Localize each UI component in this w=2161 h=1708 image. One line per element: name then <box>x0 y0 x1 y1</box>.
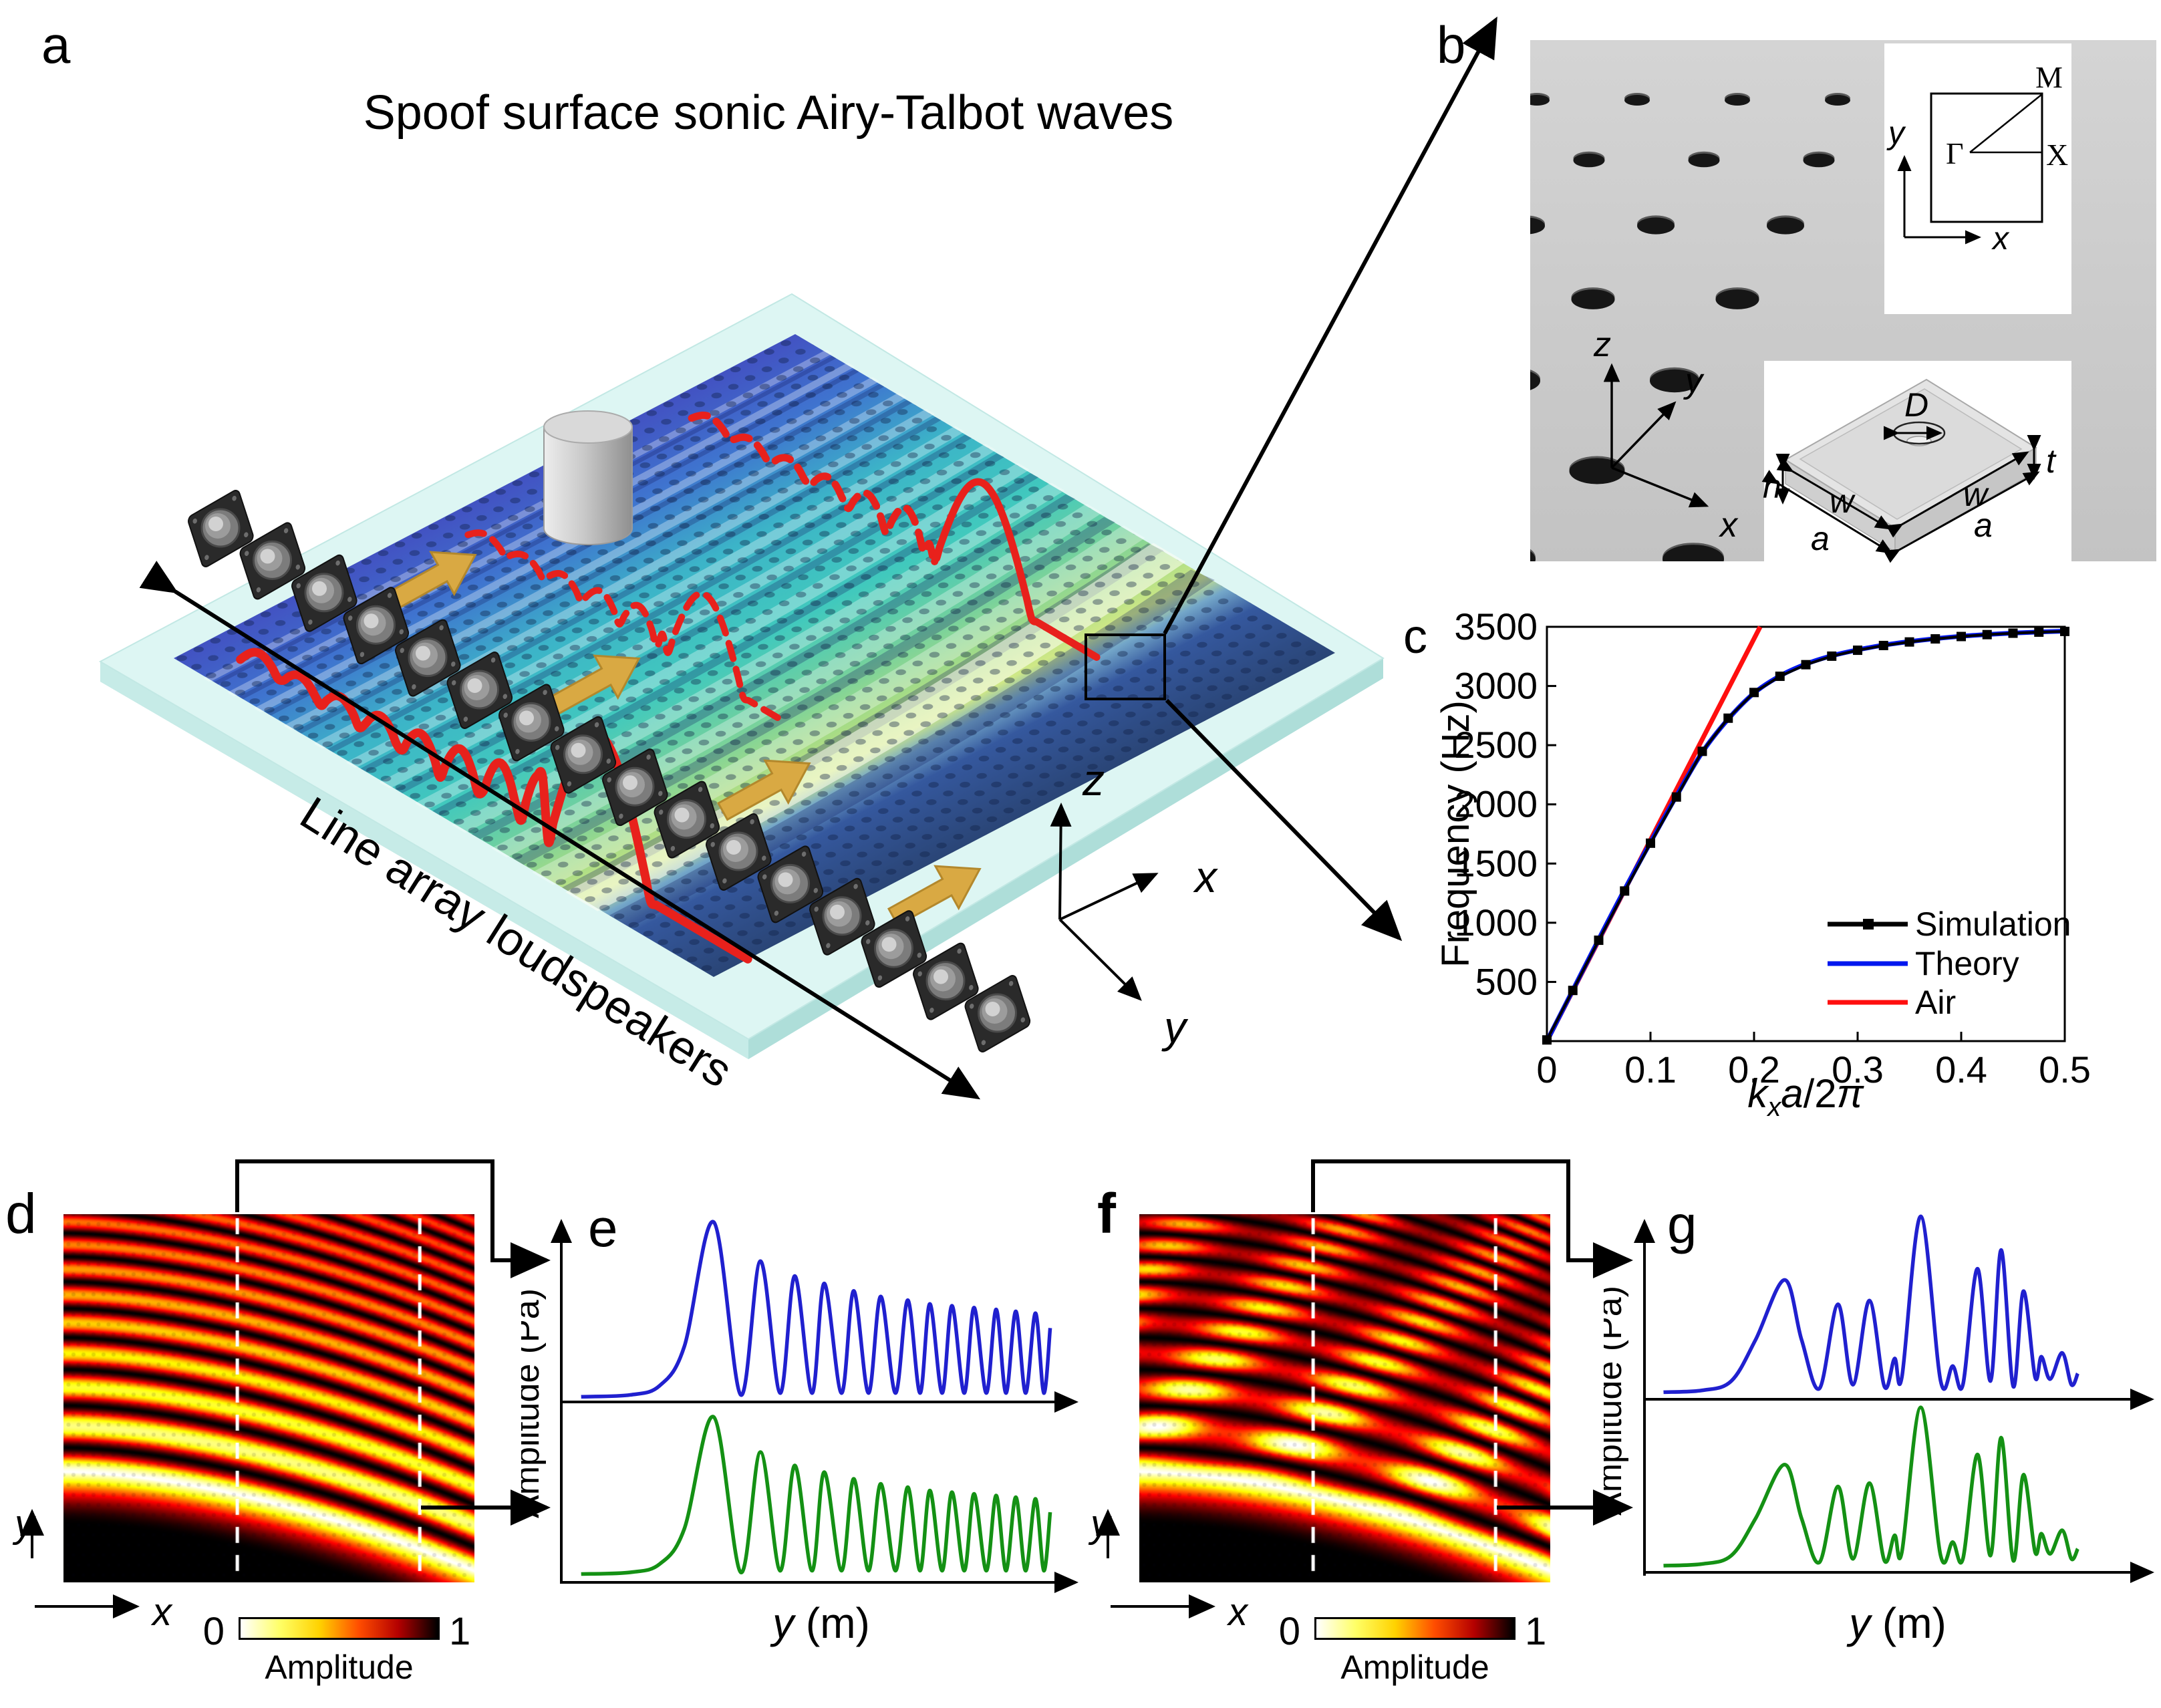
panel-label-e: e <box>588 1198 618 1258</box>
panel-e-profiles: e Amplitude (Pa) <box>521 1198 1078 1593</box>
plate-axes <box>1603 363 1709 508</box>
bz-axis-x: x <box>1991 221 2010 257</box>
c-ytick: 1500 <box>1454 842 1538 884</box>
panel-label-f: f <box>1097 1182 1116 1245</box>
c-xtick: 0.1 <box>1624 1048 1677 1091</box>
colorbar-d <box>239 1617 440 1640</box>
panel-label-d: d <box>5 1182 37 1245</box>
figure-title: Spoof surface sonic Airy-Talbot waves <box>363 86 1174 140</box>
cell-dim-a-right: a <box>1974 507 1993 544</box>
zoom-region-box <box>1085 633 1166 700</box>
colorbar-d-max: 1 <box>449 1610 471 1653</box>
plate-axis-y: y <box>1683 362 1705 400</box>
legend-entry: Theory <box>1915 945 2019 982</box>
c-xtick: 0 <box>1536 1048 1557 1091</box>
colorbar-f-max: 1 <box>1525 1610 1547 1653</box>
colorbar-f <box>1314 1617 1516 1640</box>
scene-axis-y: y <box>1161 1002 1189 1052</box>
panel-label-a: a <box>41 15 71 74</box>
loudspeaker <box>188 489 254 567</box>
g-xlabel: y (m) <box>1849 1599 1947 1647</box>
brillouin-zone-inset: Γ X M y x <box>1884 43 2071 314</box>
panel-label-b: b <box>1437 15 1466 74</box>
bz-m-label: M <box>2035 60 2063 94</box>
scene-axes <box>1050 803 1159 1001</box>
panel-f-heatmap <box>1139 1214 1550 1582</box>
panel-label-g: g <box>1667 1195 1697 1254</box>
e-axes <box>551 1219 1078 1593</box>
colorbar-d-min: 0 <box>202 1610 225 1653</box>
plate-axis-z: z <box>1593 325 1611 364</box>
c-ytick: 3500 <box>1454 605 1538 648</box>
bz-axis-y: y <box>1886 116 1906 151</box>
bz-axes <box>1897 155 1981 245</box>
profile-curve-profile-upper <box>1663 1214 2079 1395</box>
c-ytick: 1000 <box>1454 901 1538 944</box>
array-extent-arrow <box>139 561 981 1100</box>
d-axis-y: y <box>12 1502 36 1546</box>
axis-ticks: 0 0.1 0.2 0.3 0.4 0.5 500 1000 1500 2000 2500 3000 3… <box>1454 605 2091 1091</box>
g-curves <box>1663 1214 2079 1568</box>
panel-d-heatmap <box>63 1214 474 1582</box>
e-ylabel: Amplitude (Pa) <box>521 1288 547 1518</box>
d-axis-x: x <box>150 1590 173 1634</box>
profile-curve-profile-upper <box>581 1220 1052 1399</box>
c-ytick: 2000 <box>1454 783 1538 825</box>
cell-dim-t: t <box>2046 442 2057 480</box>
cell-dim-h: h <box>1763 468 1781 505</box>
c-xlabel: kxa/2π <box>1747 1071 1864 1122</box>
colorbar-f-min: 0 <box>1278 1610 1300 1653</box>
cell-dim-w-left: w <box>1830 482 1856 520</box>
profile-curve-profile-lower <box>1663 1405 2079 1568</box>
scene-axis-x: x <box>1193 852 1218 901</box>
c-xtick: 0.3 <box>1832 1048 1884 1091</box>
scene-axis-z: z <box>1082 755 1105 805</box>
c-ytick: 3000 <box>1454 665 1538 707</box>
c-ytick: 500 <box>1475 960 1538 1002</box>
cell-dim-a-left: a <box>1811 520 1830 557</box>
plot-box <box>1546 625 2066 1042</box>
c-xtick: 0.2 <box>1728 1048 1780 1091</box>
bz-gamma-label: Γ <box>1946 136 1964 170</box>
cell-dim-D: D <box>1904 386 1928 424</box>
cylinder-obstacle <box>543 410 633 545</box>
legend-entry: Air <box>1915 984 1956 1021</box>
c-ytick: 2500 <box>1454 724 1538 766</box>
data-series <box>1542 625 2069 1045</box>
panel-b-plate-photo: z y x Γ X M y x <box>1530 40 2156 563</box>
profile-curve-profile-lower <box>581 1415 1052 1576</box>
colorbar-f-label: Amplitude <box>1340 1649 1489 1686</box>
f-axis-x: x <box>1226 1590 1249 1634</box>
unit-cell-inset: D h t w w a a <box>1761 361 2071 563</box>
panel-c-dispersion-chart: 0 0.1 0.2 0.3 0.4 0.5 500 1000 1500 2000 2500 3000 3… <box>1434 605 2091 1091</box>
c-xtick: 0.4 <box>1935 1048 1987 1091</box>
legend-entry: Simulation <box>1915 905 2071 943</box>
panel-a-scene: Line array loudspeakers z x y <box>98 293 1385 1100</box>
hole-dots-pattern <box>174 333 1336 978</box>
c-xtick: 0.5 <box>2039 1048 2091 1091</box>
plate-axis-x: x <box>1718 506 1739 545</box>
bz-x-label: X <box>2046 138 2068 172</box>
colorbar-d-label: Amplitude <box>265 1649 414 1686</box>
e-curves <box>581 1220 1052 1576</box>
panel-g-profiles: g Amplitude (Pa) <box>1604 1195 2154 1583</box>
g-ylabel: Amplitude (Pa) <box>1604 1286 1629 1516</box>
c-ylabel: Frequency (Hz) <box>1434 700 1477 968</box>
loudspeaker <box>964 974 1031 1052</box>
wave-surface <box>174 333 1336 978</box>
g-axes <box>1634 1219 2154 1583</box>
e-xlabel: y (m) <box>772 1599 870 1647</box>
